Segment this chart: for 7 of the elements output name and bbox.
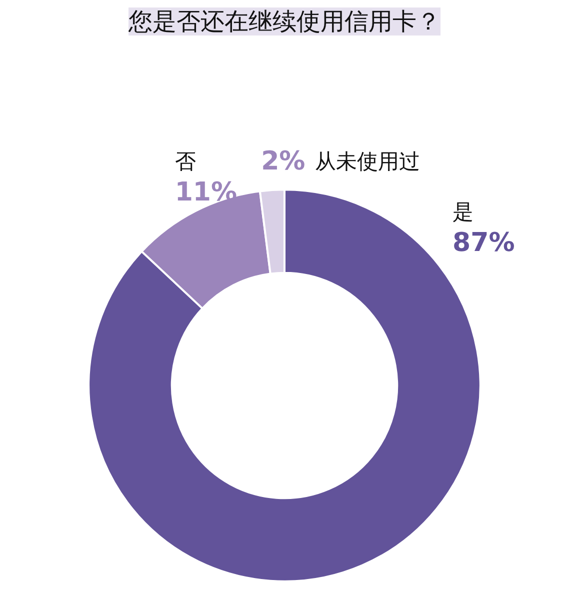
data-label: 2%: [261, 146, 306, 177]
slice-label: 否: [174, 150, 196, 174]
data-label: 87%: [452, 228, 515, 258]
slice-label: 从未使用过: [315, 150, 420, 174]
slice-label: 是: [452, 200, 474, 224]
chart-title: 您是否还在继续使用信用卡？: [128, 8, 440, 36]
data-label: 11%: [174, 178, 238, 208]
